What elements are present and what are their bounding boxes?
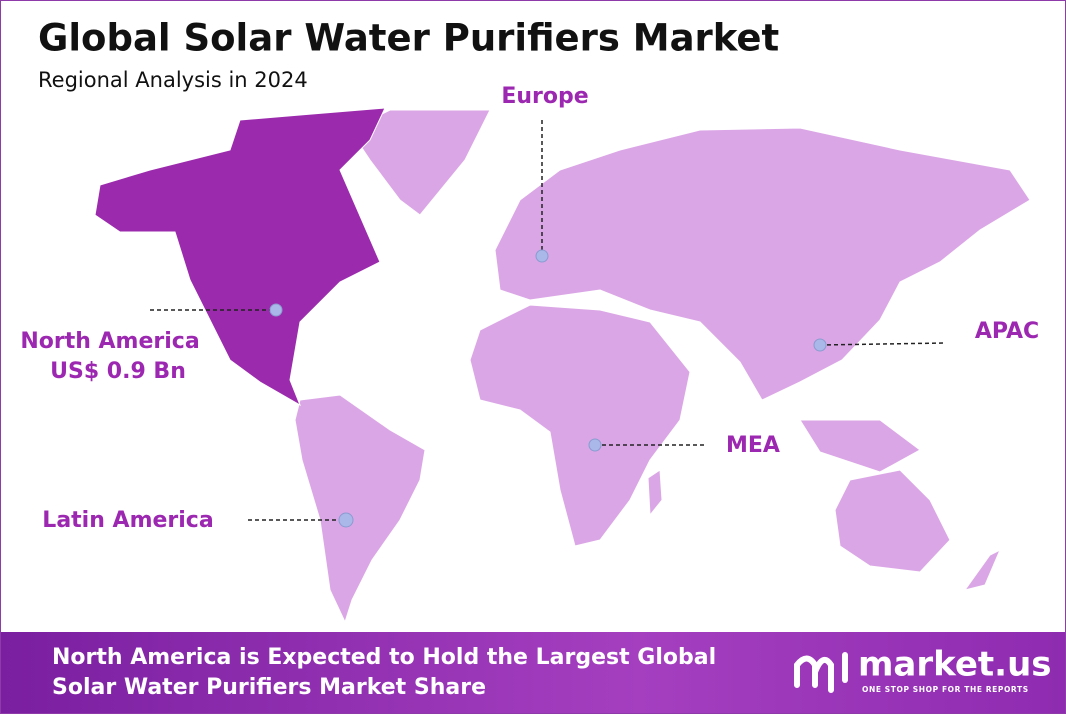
- marker: [588, 438, 602, 452]
- brand: market.us: [858, 645, 1052, 685]
- australia: [834, 469, 951, 573]
- region-label: Latin America: [42, 508, 213, 533]
- tagline: ONE STOP SHOP FOR THE REPORTS: [862, 685, 1029, 694]
- region-label: Europe: [501, 84, 588, 109]
- north-america: [94, 107, 386, 407]
- footer-text: Solar Water Purifiers Market Share: [52, 675, 486, 700]
- logo-icon: [794, 652, 848, 693]
- africa: [469, 304, 691, 547]
- madagascar: [647, 469, 663, 517]
- marker: [813, 338, 827, 352]
- greenland: [349, 109, 491, 216]
- marker: [269, 303, 283, 317]
- region-value: US$ 0.9 Bn: [50, 359, 186, 384]
- marker: [535, 249, 549, 263]
- eurasia: [494, 127, 1031, 401]
- world-map: [94, 107, 1031, 624]
- southeast-asia: [799, 419, 921, 473]
- new-zealand: [963, 548, 1001, 591]
- title: Global Solar Water Purifiers Market: [38, 17, 779, 60]
- marker: [338, 512, 354, 528]
- footer-band: [1, 632, 1065, 713]
- region-label: APAC: [975, 319, 1039, 344]
- region-label: North America: [20, 329, 199, 354]
- south-america: [294, 394, 426, 624]
- region-label: MEA: [726, 433, 780, 458]
- subtitle: Regional Analysis in 2024: [38, 68, 308, 92]
- footer-text: North America is Expected to Hold the La…: [52, 645, 716, 670]
